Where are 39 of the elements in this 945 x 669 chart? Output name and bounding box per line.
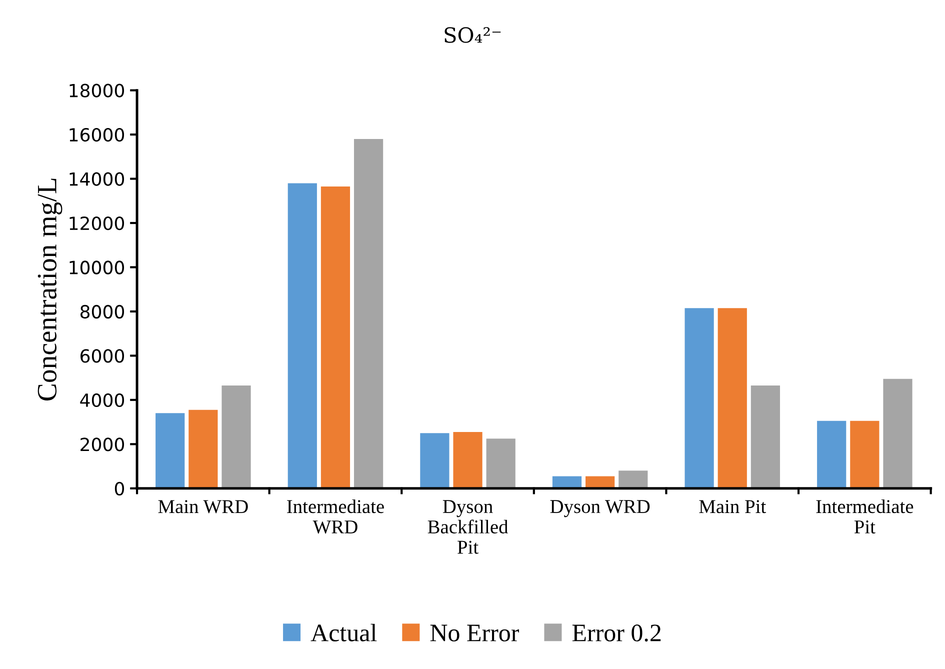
- bar: [750, 386, 780, 488]
- y-tick-label: 18000: [70, 84, 124, 98]
- y-axis-title: Concentration mg/L: [38, 178, 62, 400]
- y-tick-label: 4000: [80, 393, 124, 408]
- legend-label: Actual: [310, 624, 377, 642]
- y-tick-label: 14000: [70, 172, 124, 186]
- bar: [320, 186, 350, 488]
- x-tick-label: Dyson WRD: [550, 500, 650, 518]
- x-tick-label: Main Pit: [699, 500, 766, 514]
- y-tick-label: 6000: [80, 349, 124, 363]
- bar: [156, 413, 185, 488]
- bar: [222, 386, 251, 488]
- x-tick-label: Dyson Backfilled Pit: [428, 500, 508, 554]
- legend-label: Error 0.2: [572, 624, 661, 642]
- bar: [486, 438, 516, 488]
- y-tick-label: 8000: [80, 304, 124, 319]
- bar: [718, 308, 747, 488]
- bar: [288, 183, 317, 488]
- bar: [618, 470, 648, 488]
- bar: [354, 138, 384, 488]
- y-tick-label: 16000: [70, 128, 124, 142]
- bar: [188, 410, 218, 488]
- chart-title: SO₄²⁻: [444, 27, 501, 43]
- y-tick-label: 0: [114, 482, 124, 496]
- x-tick-label: Main WRD: [158, 500, 248, 514]
- bar: [883, 378, 912, 488]
- x-tick-label: Intermediate Pit: [816, 499, 914, 534]
- bar: [586, 476, 615, 488]
- bar: [850, 420, 880, 488]
- bar: [420, 433, 450, 488]
- y-tick-label: 2000: [80, 438, 124, 452]
- bar: [684, 308, 714, 488]
- x-tick-label: Intermediate WRD: [287, 499, 384, 534]
- legend-label: No Error: [430, 624, 520, 642]
- bar: [453, 432, 482, 488]
- y-tick-label: 10000: [70, 260, 124, 274]
- y-tick-label: 12000: [70, 216, 124, 230]
- bar: [552, 476, 582, 488]
- bar: [817, 420, 846, 488]
